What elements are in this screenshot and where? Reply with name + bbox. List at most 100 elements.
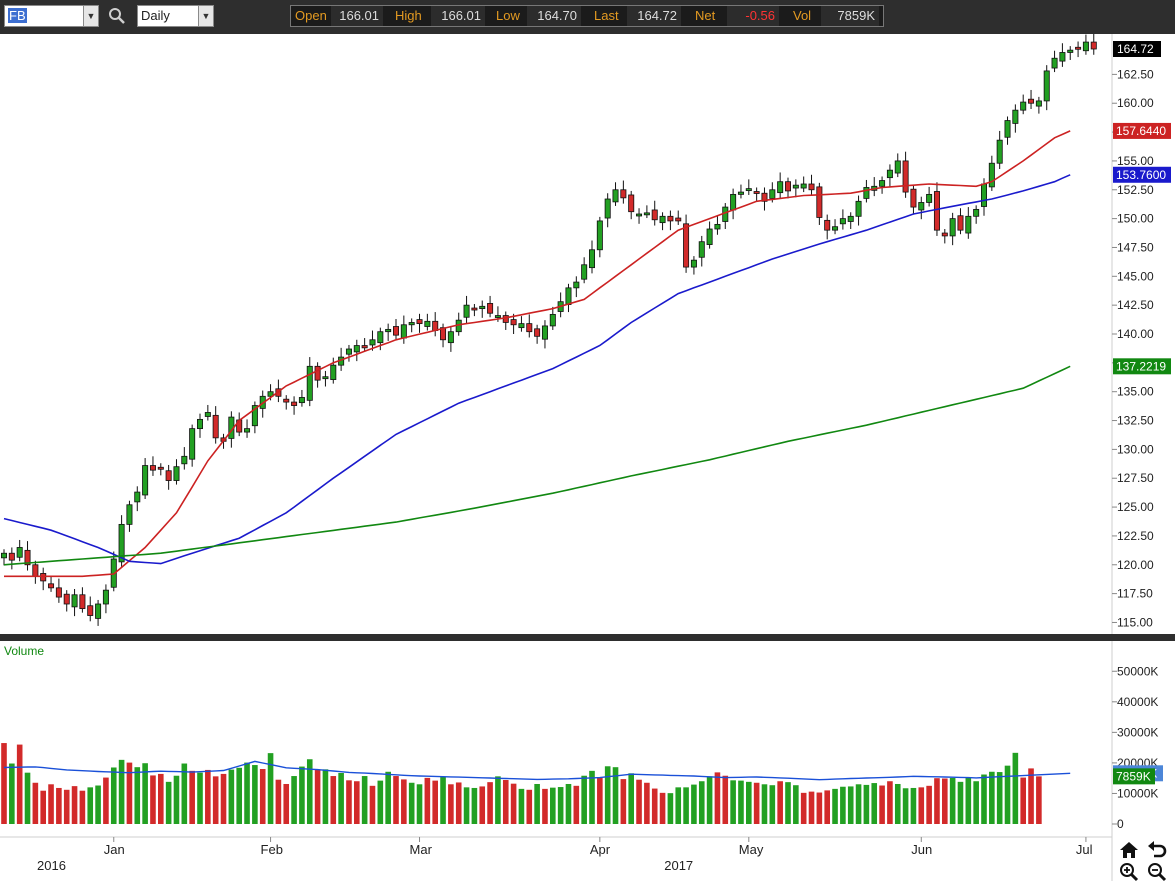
volume-bar: [401, 779, 407, 824]
candle: [314, 362, 321, 388]
volume-bar: [322, 769, 329, 824]
candle: [377, 327, 384, 351]
price-tick-label: 127.50: [1117, 471, 1154, 485]
volume-bar: [879, 785, 885, 824]
volume-bar: [942, 778, 948, 824]
volume-bar: [604, 766, 611, 824]
volume-bar: [989, 771, 995, 824]
volume-bar: [9, 763, 15, 824]
candle: [855, 195, 862, 226]
volume-bar: [1012, 752, 1019, 824]
open-label: Open: [295, 8, 327, 23]
candle: [761, 187, 768, 211]
candle: [902, 151, 909, 198]
candle: [165, 464, 172, 490]
candle: [181, 447, 188, 470]
candle: [1067, 46, 1074, 60]
candle: [518, 316, 525, 332]
zoom-in-icon[interactable]: [1118, 862, 1140, 882]
candle: [385, 323, 392, 341]
volume-bar: [910, 787, 917, 824]
home-icon[interactable]: [1118, 840, 1140, 860]
candle: [745, 179, 752, 195]
stock-chart: 115.00 117.50 120.00 122.50 125.00 127.50 130.…: [0, 34, 1175, 881]
candle: [369, 330, 376, 351]
candle: [24, 541, 31, 571]
candle: [918, 196, 925, 220]
candle: [604, 193, 611, 228]
volume-tick-label: 0: [1117, 817, 1124, 831]
volume-bar: [275, 779, 282, 824]
candle: [142, 458, 149, 499]
volume-bar: [126, 762, 133, 824]
volume-bar: [824, 790, 830, 824]
candle: [675, 210, 682, 225]
last-price-badge: [1113, 41, 1161, 57]
volume-bar: [738, 780, 744, 824]
candle: [541, 320, 548, 349]
period-select[interactable]: Daily: [137, 5, 199, 27]
symbol-dropdown-button[interactable]: ▼: [83, 5, 99, 27]
quote-bar: Open 166.01 High 166.01 Low 164.70 Last …: [290, 5, 884, 27]
volume-bar: [597, 777, 603, 824]
volume-bar: [557, 787, 564, 824]
price-plot: [0, 34, 1097, 626]
moving-average-line: [4, 130, 1071, 578]
volume-bar: [894, 783, 901, 824]
symbol-input[interactable]: FB: [4, 5, 84, 27]
candle: [549, 306, 556, 330]
candle: [1059, 43, 1066, 67]
volume-bar: [1020, 777, 1026, 824]
candle: [471, 304, 478, 317]
candle: [118, 515, 125, 568]
search-icon[interactable]: [108, 6, 126, 26]
price-tick-label: 152.50: [1117, 183, 1154, 197]
volume-bar: [1, 743, 7, 824]
volume-bar: [173, 775, 180, 824]
last-value: 164.72: [627, 6, 681, 26]
volume-bar: [197, 772, 203, 824]
volume-bar: [142, 763, 148, 824]
volume-bar: [314, 769, 321, 824]
volume-bar: [871, 783, 878, 824]
candle: [102, 584, 109, 614]
volume-bar: [691, 784, 697, 824]
volume-bar: [902, 788, 909, 824]
volume-bar: [455, 782, 462, 824]
volume-bar: [479, 786, 486, 824]
chevron-down-icon: ▼: [86, 11, 96, 21]
candle: [1004, 116, 1011, 145]
volume-ma-line: [3, 760, 1071, 781]
month-label: Jan: [104, 842, 125, 857]
undo-icon[interactable]: [1146, 840, 1168, 860]
candle: [957, 208, 964, 235]
candle: [95, 599, 102, 626]
period-dropdown-button[interactable]: ▼: [198, 5, 214, 27]
candle: [628, 190, 635, 220]
candle: [965, 207, 972, 239]
price-tick-label: 142.50: [1117, 298, 1154, 312]
candle: [212, 406, 219, 444]
candle: [589, 240, 596, 274]
volume-bar: [981, 774, 987, 824]
volume-bar: [361, 776, 368, 824]
volume-bar: [644, 782, 650, 824]
candle: [988, 155, 995, 191]
volume-bar: [377, 780, 384, 824]
candle: [1082, 34, 1089, 55]
zoom-out-icon[interactable]: [1146, 862, 1168, 882]
volume-bar: [746, 781, 752, 824]
volume-bar: [847, 786, 854, 824]
volume-bar: [965, 777, 972, 824]
candle: [1035, 96, 1042, 114]
candle: [40, 567, 47, 591]
volume-bar: [291, 776, 297, 824]
candle: [63, 590, 70, 612]
candle: [886, 164, 893, 187]
volume-bar: [205, 769, 211, 824]
volume-bar: [628, 773, 634, 824]
price-tick-label: 150.00: [1117, 212, 1154, 226]
candle: [612, 182, 619, 206]
month-label: Feb: [261, 842, 283, 857]
candle: [753, 187, 760, 201]
